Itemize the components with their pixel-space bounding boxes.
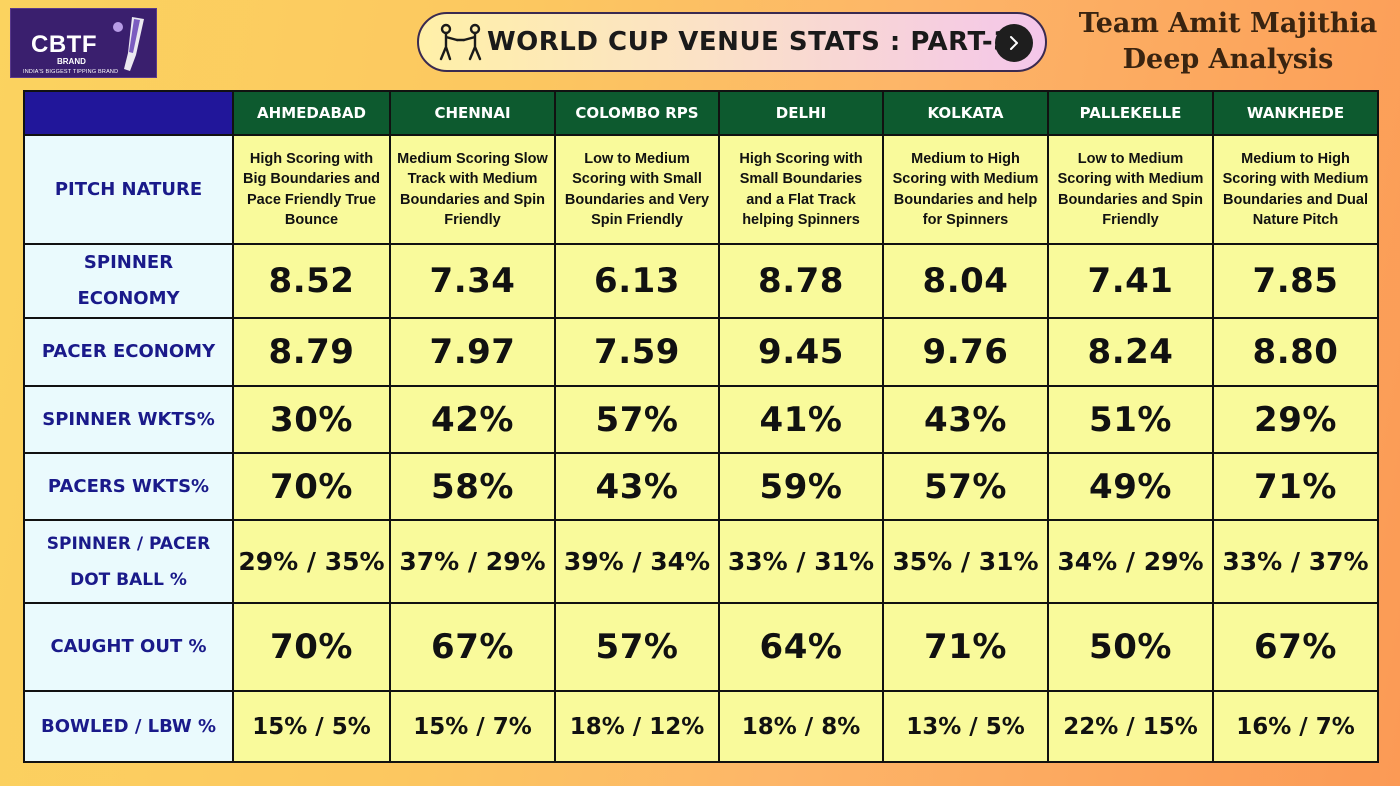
pacer-economy-cell: 8.80 <box>1212 317 1379 387</box>
page-title: WORLD CUP VENUE STATS : PART-3 <box>487 27 1012 57</box>
header-row: AHMEDABAD CHENNAI COLOMBO RPS DELHI KOLK… <box>23 90 1379 136</box>
cricket-bat-icon <box>113 17 144 71</box>
row-pacer-economy: PACER ECONOMY 8.79 7.97 7.59 9.45 9.76 8… <box>23 317 1379 387</box>
header-corner <box>23 90 234 136</box>
caught-out-cell: 71% <box>882 602 1049 692</box>
spinner-economy-cell: 8.04 <box>882 243 1049 319</box>
row-label: SPINNER WKTS% <box>23 385 234 454</box>
bowled-lbw-cell: 22% / 15% <box>1047 690 1214 763</box>
row-label: PITCH NATURE <box>23 134 234 245</box>
logo-brand: CBTF <box>31 31 97 58</box>
spinner-economy-cell: 8.52 <box>232 243 391 319</box>
bowled-lbw-cell: 13% / 5% <box>882 690 1049 763</box>
cbtf-logo: CBTF BRAND INDIA'S BIGGEST TIPPING BRAND <box>10 8 157 78</box>
venue-header: AHMEDABAD <box>232 90 391 136</box>
row-dot-ball: SPINNER / PACER DOT BALL % 29% / 35% 37%… <box>23 519 1379 604</box>
dot-ball-cell: 35% / 31% <box>882 519 1049 604</box>
bowled-lbw-cell: 15% / 5% <box>232 690 391 763</box>
caught-out-cell: 50% <box>1047 602 1214 692</box>
row-label: PACER ECONOMY <box>23 317 234 387</box>
pitch-nature-cell: High Scoring with Small Boundaries and a… <box>718 134 884 245</box>
caught-out-cell: 70% <box>232 602 391 692</box>
spinner-economy-cell: 7.85 <box>1212 243 1379 319</box>
row-label: SPINNER / PACER DOT BALL % <box>23 519 234 604</box>
pacer-economy-cell: 7.59 <box>554 317 720 387</box>
spinner-wkts-cell: 51% <box>1047 385 1214 454</box>
spinner-economy-cell: 8.78 <box>718 243 884 319</box>
bowled-lbw-cell: 15% / 7% <box>389 690 556 763</box>
row-label: SPINNER ECONOMY <box>23 243 234 319</box>
spinner-economy-cell: 6.13 <box>554 243 720 319</box>
row-bowled-lbw: BOWLED / LBW % 15% / 5% 15% / 7% 18% / 1… <box>23 690 1379 763</box>
team-credit-line2: Deep Analysis <box>1122 44 1334 75</box>
venue-header: DELHI <box>718 90 884 136</box>
team-credit: Team Amit Majithia Deep Analysis <box>1078 6 1378 78</box>
bowled-lbw-cell: 16% / 7% <box>1212 690 1379 763</box>
caught-out-cell: 67% <box>389 602 556 692</box>
pacers-wkts-cell: 70% <box>232 452 391 521</box>
bowled-lbw-cell: 18% / 8% <box>718 690 884 763</box>
dot-ball-cell: 29% / 35% <box>232 519 391 604</box>
spinner-economy-cell: 7.34 <box>389 243 556 319</box>
row-spinner-economy: SPINNER ECONOMY 8.52 7.34 6.13 8.78 8.04… <box>23 243 1379 319</box>
row-label: BOWLED / LBW % <box>23 690 234 763</box>
dot-ball-cell: 39% / 34% <box>554 519 720 604</box>
row-caught-out: CAUGHT OUT % 70% 67% 57% 64% 71% 50% 67% <box>23 602 1379 692</box>
pacers-wkts-cell: 58% <box>389 452 556 521</box>
dot-ball-cell: 37% / 29% <box>389 519 556 604</box>
caught-out-cell: 64% <box>718 602 884 692</box>
bowled-lbw-cell: 18% / 12% <box>554 690 720 763</box>
logo-brand-sub: BRAND <box>57 57 86 66</box>
pitch-nature-cell: Medium to High Scoring with Medium Bound… <box>1212 134 1379 245</box>
pacers-wkts-cell: 59% <box>718 452 884 521</box>
row-spinner-wkts: SPINNER WKTS% 30% 42% 57% 41% 43% 51% 29… <box>23 385 1379 454</box>
team-credit-line1: Team Amit Majithia <box>1078 8 1378 39</box>
venue-header: WANKHEDE <box>1212 90 1379 136</box>
venue-header: COLOMBO RPS <box>554 90 720 136</box>
pacer-economy-cell: 8.24 <box>1047 317 1214 387</box>
venue-header: PALLEKELLE <box>1047 90 1214 136</box>
pacers-wkts-cell: 43% <box>554 452 720 521</box>
spinner-wkts-cell: 43% <box>882 385 1049 454</box>
venue-stats-table: AHMEDABAD CHENNAI COLOMBO RPS DELHI KOLK… <box>23 90 1379 763</box>
row-label: PACERS WKTS% <box>23 452 234 521</box>
pitch-nature-cell: Medium to High Scoring with Medium Bound… <box>882 134 1049 245</box>
pacer-economy-cell: 9.76 <box>882 317 1049 387</box>
pacer-economy-cell: 7.97 <box>389 317 556 387</box>
people-icon <box>439 23 482 61</box>
spinner-wkts-cell: 57% <box>554 385 720 454</box>
spinner-wkts-cell: 41% <box>718 385 884 454</box>
spinner-economy-cell: 7.41 <box>1047 243 1214 319</box>
pitch-nature-cell: High Scoring with Big Boundaries and Pac… <box>232 134 391 245</box>
pacer-economy-cell: 9.45 <box>718 317 884 387</box>
chevron-right-icon <box>1010 36 1018 50</box>
spinner-wkts-cell: 30% <box>232 385 391 454</box>
dot-ball-cell: 34% / 29% <box>1047 519 1214 604</box>
venue-header: KOLKATA <box>882 90 1049 136</box>
next-button[interactable] <box>995 24 1033 62</box>
pitch-nature-cell: Low to Medium Scoring with Small Boundar… <box>554 134 720 245</box>
caught-out-cell: 57% <box>554 602 720 692</box>
spinner-wkts-cell: 29% <box>1212 385 1379 454</box>
logo-tagline: INDIA'S BIGGEST TIPPING BRAND <box>23 69 119 75</box>
dot-ball-cell: 33% / 31% <box>718 519 884 604</box>
pitch-nature-cell: Low to Medium Scoring with Medium Bounda… <box>1047 134 1214 245</box>
pacers-wkts-cell: 57% <box>882 452 1049 521</box>
row-label: CAUGHT OUT % <box>23 602 234 692</box>
pitch-nature-cell: Medium Scoring Slow Track with Medium Bo… <box>389 134 556 245</box>
pacers-wkts-cell: 71% <box>1212 452 1379 521</box>
title-banner: WORLD CUP VENUE STATS : PART-3 <box>417 12 1047 72</box>
dot-ball-cell: 33% / 37% <box>1212 519 1379 604</box>
pacer-economy-cell: 8.79 <box>232 317 391 387</box>
venue-header: CHENNAI <box>389 90 556 136</box>
spinner-wkts-cell: 42% <box>389 385 556 454</box>
row-pitch-nature: PITCH NATURE High Scoring with Big Bound… <box>23 134 1379 245</box>
pacers-wkts-cell: 49% <box>1047 452 1214 521</box>
row-pacers-wkts: PACERS WKTS% 70% 58% 43% 59% 57% 49% 71% <box>23 452 1379 521</box>
caught-out-cell: 67% <box>1212 602 1379 692</box>
